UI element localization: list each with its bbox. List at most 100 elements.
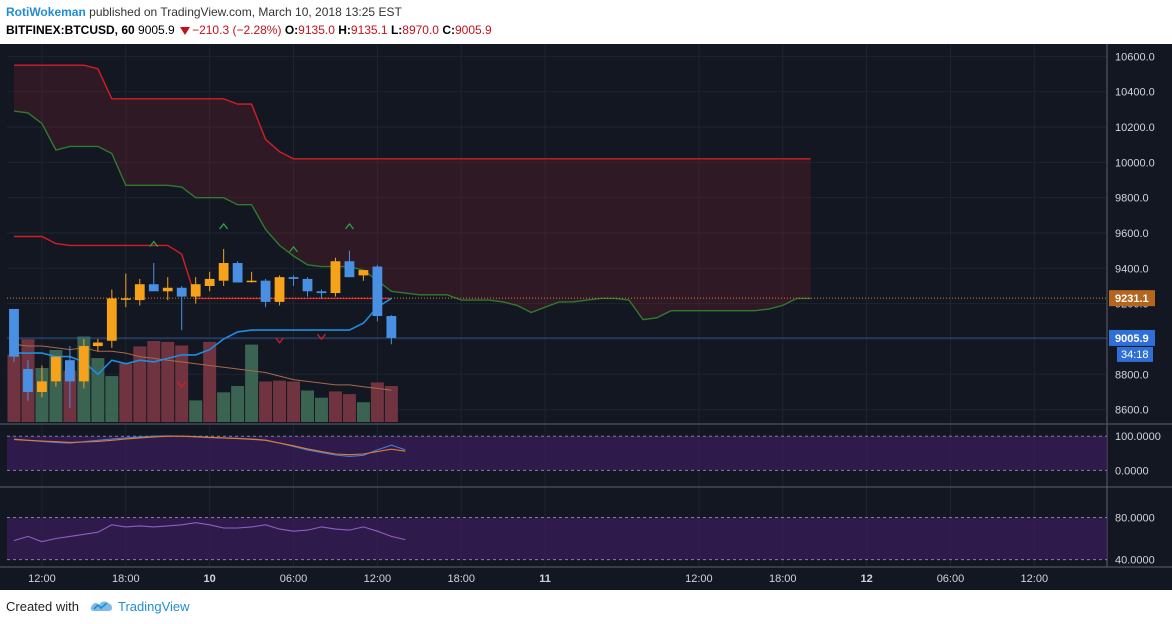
price-tick-label: 8800.0 — [1115, 369, 1149, 381]
candle-body — [372, 266, 383, 317]
price-tick-label: 10200.0 — [1115, 122, 1155, 134]
cloud-fill — [14, 65, 811, 320]
price-tick-label: 9600.0 — [1115, 228, 1149, 240]
volume-bar — [273, 380, 287, 422]
candle-body — [23, 369, 33, 392]
current-price-label: 9005.9 — [1115, 333, 1149, 345]
time-tick-label: 12:00 — [1021, 573, 1049, 585]
candle-body — [204, 278, 215, 286]
chart-header: RotiWokeman published on TradingView.com… — [0, 0, 1172, 44]
high-value: 9135.1 — [350, 23, 388, 37]
candle-body — [330, 261, 341, 294]
candle-body — [260, 280, 271, 302]
tradingview-link[interactable]: TradingView — [118, 599, 190, 614]
time-tick-label: 18:00 — [447, 573, 475, 585]
volume-bar — [161, 341, 175, 422]
stoch-oscillator-tick-label: 0.0000 — [1115, 465, 1149, 477]
candle-body — [386, 316, 397, 338]
time-tick-label: 12:00 — [685, 573, 713, 585]
volume-bar — [91, 358, 105, 422]
basis-line — [14, 297, 392, 376]
volume-bar — [384, 386, 398, 422]
countdown-label: 34:18 — [1121, 349, 1149, 361]
volume-bar — [105, 376, 119, 422]
cloud-upper-line — [14, 64, 811, 160]
symbol-label: BITFINEX:BTCUSD, 60 — [6, 23, 135, 37]
candle-body — [288, 277, 299, 279]
volume-bar — [259, 381, 273, 422]
fractal-up-marker — [149, 240, 159, 248]
moving-average-line — [13, 343, 392, 391]
time-tick-label: 12 — [860, 573, 872, 585]
low-label: L: — [390, 23, 403, 37]
tradingview-logo-icon — [90, 601, 112, 611]
rsi-oscillator-tick-label: 40.0000 — [1115, 555, 1155, 567]
candle-body — [344, 261, 355, 278]
candle-body — [120, 298, 131, 300]
stoch-oscillator-line — [13, 435, 406, 456]
time-tick-label: 06:00 — [937, 573, 965, 585]
candle-body — [358, 270, 369, 276]
price-tick-label: 9800.0 — [1115, 193, 1149, 205]
time-tick-label: 12:00 — [28, 573, 56, 585]
fractal-down-marker — [275, 337, 285, 344]
fractal-up-marker — [344, 222, 354, 230]
candle-body — [218, 263, 229, 281]
volume-bar — [245, 344, 259, 422]
open-value: 9135.0 — [298, 23, 335, 37]
volume-bar — [147, 341, 161, 422]
candle-body — [302, 278, 313, 292]
author-link[interactable]: RotiWokeman — [6, 5, 86, 19]
candle-body — [65, 360, 75, 382]
ohlc-legend: BITFINEX:BTCUSD, 60 9005.9 −210.3 (−2.28… — [6, 23, 492, 37]
candle-body — [37, 381, 47, 392]
price-tick-label: 10600.0 — [1115, 51, 1155, 63]
chart-canvas[interactable]: 8600.08800.09000.09200.09400.09600.09800… — [0, 44, 1172, 590]
volume-bar — [328, 391, 342, 422]
candle-body — [176, 287, 187, 297]
fractal-up-marker — [289, 245, 299, 253]
candle-body — [190, 284, 201, 297]
time-tick-label: 06:00 — [280, 573, 308, 585]
time-tick-label: 12:00 — [364, 573, 392, 585]
price-tick-label: 9400.0 — [1115, 263, 1149, 275]
created-with-text: Created with — [6, 599, 79, 614]
fractal-up-marker — [219, 222, 229, 230]
volume-bar — [203, 341, 217, 422]
candle-body — [78, 346, 89, 382]
countdown-tag — [1117, 346, 1153, 362]
current-price-tag — [1109, 329, 1155, 346]
chart-area[interactable]: 8600.08800.09000.09200.09400.09600.09800… — [0, 44, 1172, 590]
candle-body — [232, 263, 243, 283]
candle-body — [92, 342, 103, 347]
fractal-down-marker — [316, 333, 326, 341]
volume-bar — [287, 381, 301, 422]
rsi-oscillator-band — [7, 517, 1107, 560]
price-tick-label: 10400.0 — [1115, 87, 1155, 99]
volume-bar — [370, 382, 384, 422]
volume-bar — [314, 397, 328, 422]
candle-body — [9, 308, 19, 357]
candle-body — [162, 287, 173, 292]
rsi-oscillator-line — [13, 522, 406, 543]
volume-bar — [189, 400, 203, 422]
time-tick-label: 18:00 — [112, 573, 140, 585]
candle-body — [106, 298, 117, 341]
volume-bar — [231, 386, 245, 422]
volume-bar — [342, 394, 356, 422]
publish-text: published on TradingView.com, March 10, … — [89, 5, 402, 19]
last-price: 9005.9 — [138, 23, 175, 37]
volume-bar — [175, 345, 189, 422]
price-tick-label: 10000.0 — [1115, 157, 1155, 169]
close-label: C: — [442, 23, 455, 37]
volume-bar — [301, 390, 314, 422]
fractal-down-marker — [177, 381, 187, 388]
volume-bar — [217, 392, 231, 422]
cloud-lower-line — [13, 110, 811, 321]
volume-bar — [356, 402, 370, 422]
candle-body — [134, 284, 145, 301]
close-value: 9005.9 — [454, 23, 492, 37]
high-label: H: — [338, 23, 351, 37]
price-change: −210.3 (−2.28%) — [192, 23, 282, 37]
publish-info: RotiWokeman published on TradingView.com… — [6, 5, 402, 19]
